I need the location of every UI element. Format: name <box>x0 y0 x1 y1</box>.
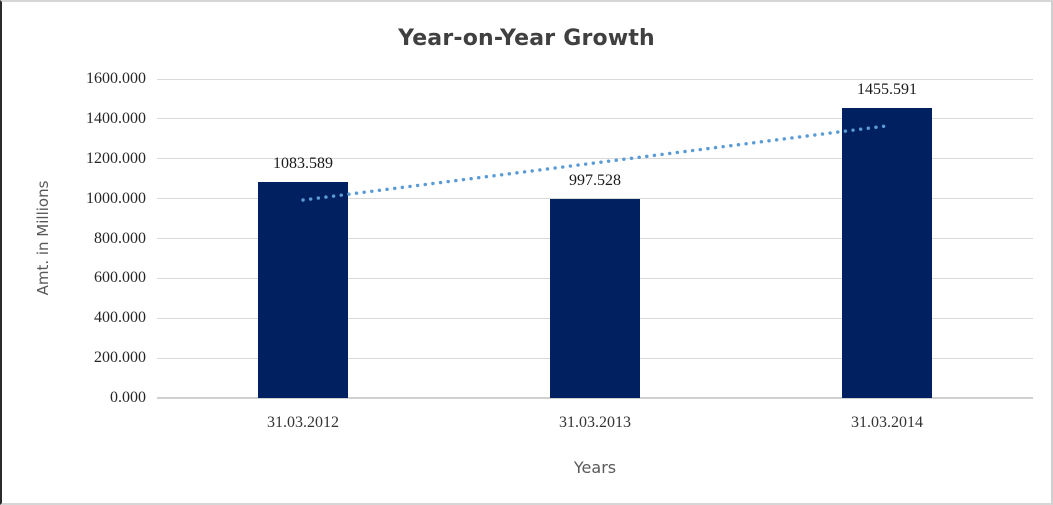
y-tick-label: 1400.000 <box>86 109 146 127</box>
x-tick-label: 31.03.2014 <box>851 414 923 431</box>
x-axis-title: Years <box>573 458 617 477</box>
bar <box>550 199 640 398</box>
x-tick-label: 31.03.2012 <box>267 414 339 431</box>
y-tick-label: 0.000 <box>110 389 146 406</box>
bar-value-label: 1455.591 <box>857 80 917 98</box>
bar <box>258 181 348 398</box>
gridline <box>157 118 1033 120</box>
y-tick-label: 800.000 <box>94 229 146 247</box>
bar <box>842 107 932 398</box>
bar-value-label: 1083.589 <box>273 154 333 172</box>
x-axis-line <box>157 397 1033 399</box>
chart-title: Year-on-Year Growth <box>398 26 655 51</box>
bar-value-label: 997.528 <box>569 172 621 190</box>
y-tick-label: 600.000 <box>94 269 146 287</box>
y-tick-label: 400.000 <box>94 309 146 327</box>
y-tick-label: 1000.000 <box>86 189 146 207</box>
y-tick-label: 200.000 <box>94 349 146 367</box>
y-tick-label: 1600.000 <box>86 70 146 87</box>
y-tick-label: 1200.000 <box>86 149 146 167</box>
x-tick-label: 31.03.2013 <box>559 414 631 431</box>
gridline <box>157 78 1033 80</box>
